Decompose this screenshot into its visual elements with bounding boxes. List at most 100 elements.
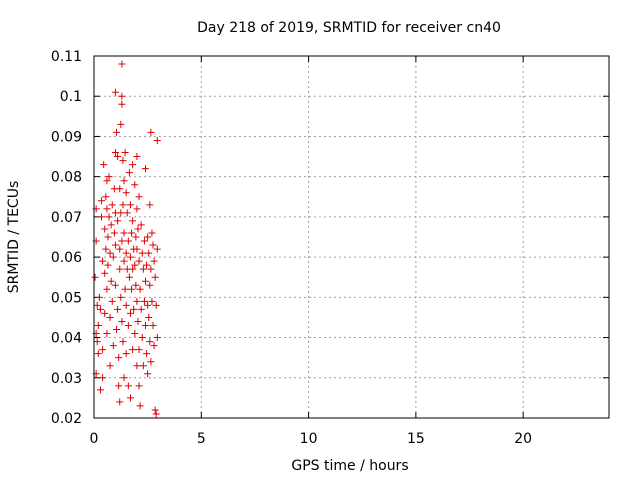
data-point [115,382,123,390]
data-point [135,257,143,265]
x-tick-label: 15 [407,431,425,447]
data-point [114,217,122,225]
data-point [146,338,154,346]
data-point [104,233,112,241]
data-point [129,217,137,225]
data-point [121,149,129,157]
data-point [142,277,149,285]
grid-lines [94,56,609,418]
data-point [144,370,152,378]
chart-title: Day 218 of 2019, SRMTID for receiver cn4… [197,20,501,36]
y-tick-label: 0.07 [51,210,82,226]
data-point [147,265,155,273]
x-tick-label: 10 [300,431,318,447]
data-point [108,297,116,305]
x-tick-label: 20 [514,431,532,447]
data-point [126,309,134,317]
data-point [122,301,130,309]
data-point [152,301,160,309]
data-point [147,128,155,136]
data-point [124,237,132,245]
data-point [122,249,130,257]
data-point [151,406,159,414]
data-point [132,233,140,241]
data-point [142,165,149,173]
data-point [95,293,103,301]
data-point [116,185,124,193]
data-point [124,321,132,329]
x-tick-labels: 0 5 10 15 20 [90,431,533,447]
data-point [144,233,152,241]
data-point [116,398,124,406]
data-point [103,330,111,338]
data-point [105,173,113,181]
data-point [145,313,153,321]
data-point [98,213,106,221]
data-point [136,402,144,410]
data-point [133,245,141,253]
data-point [133,362,141,370]
data-point [131,330,139,338]
data-point [118,317,126,325]
data-point [107,277,115,285]
data-point [132,281,140,289]
data-point [135,346,143,354]
data-point [153,136,161,144]
data-point [143,350,151,358]
data-point [103,177,111,185]
data-point [134,225,142,233]
data-point [150,342,158,350]
data-point [109,342,117,350]
data-point [146,281,154,289]
data-point [122,350,130,358]
data-point [116,265,124,273]
data-point [148,229,156,237]
data-point [120,374,128,382]
y-tick-label: 0.09 [51,129,82,145]
data-point [119,157,127,165]
data-point [125,273,133,281]
data-point [152,410,160,418]
data-point [119,338,127,346]
data-point [129,161,137,169]
x-tick-label: 5 [197,431,206,447]
data-point [94,321,102,329]
data-point [118,237,126,245]
data-point [115,354,123,362]
data-point [99,346,107,354]
data-point [133,153,141,161]
data-point [103,285,111,293]
data-point [131,261,139,269]
data-point [145,249,153,257]
data-point [104,261,112,269]
data-point [124,382,132,390]
data-point [126,253,134,261]
data-point [138,249,146,257]
data-point [136,285,144,293]
data-point [123,209,131,217]
data-point [99,257,107,265]
y-tick-label: 0.06 [51,250,82,266]
data-point [111,149,119,157]
data-point [125,169,133,177]
data-point [137,221,145,229]
data-point [118,60,126,68]
data-point [94,350,102,358]
data-point [117,209,125,217]
data-point [139,362,147,370]
data-point [116,245,124,253]
y-tick-label: 0.08 [51,170,82,186]
data-point [101,225,109,233]
data-point [117,293,125,301]
data-point [118,92,126,100]
data-point [106,249,114,257]
data-points [91,60,161,418]
data-point [105,213,113,221]
data-point [149,241,157,249]
data-point [117,120,125,128]
data-point [98,197,106,205]
tick-marks [93,55,609,419]
plot-frame [93,55,610,419]
